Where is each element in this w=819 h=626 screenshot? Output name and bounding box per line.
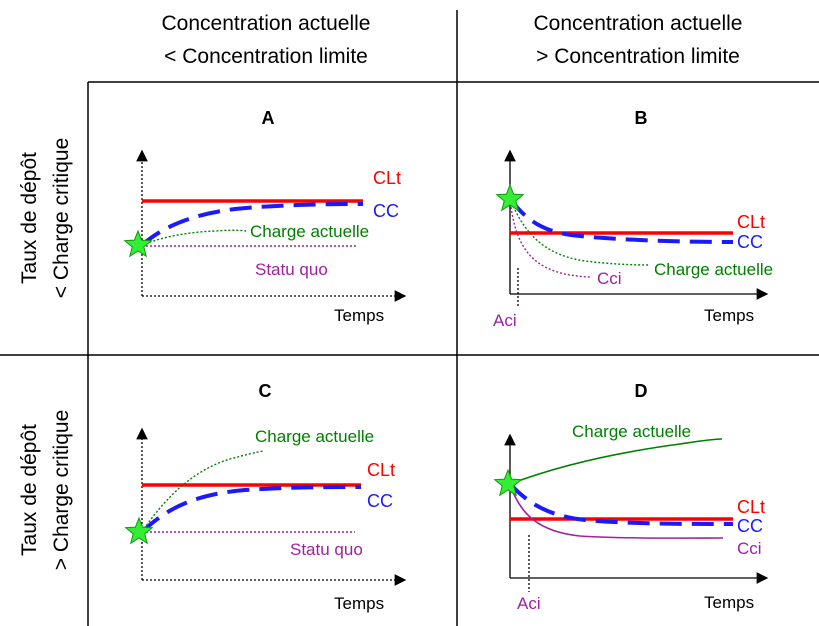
row-header-top-line2: < Charge critique	[50, 138, 73, 299]
panel-a-clt-label: CLt	[373, 168, 401, 188]
panel-c-letter: C	[259, 381, 272, 401]
row-header-bottom-line2: > Charge critique	[50, 410, 73, 571]
panel-d-cci-label: Cci	[737, 539, 762, 558]
panel-b-clt-label: CLt	[737, 212, 765, 232]
panel-a-temps-label: Temps	[334, 306, 384, 325]
panel-c-cc-curve	[140, 485, 362, 534]
column-header-right-line2: > Concentration limite	[536, 45, 740, 68]
row-header-top-line1: Taux de dépôt	[18, 152, 41, 284]
panel-a-charge-curve	[141, 229, 247, 246]
panel-c-temps-label: Temps	[334, 594, 384, 613]
panel-a: A CLt CC Charge actuelle Statu quo Temps	[123, 108, 407, 325]
panel-c-charge-label: Charge actuelle	[255, 427, 374, 446]
panel-d-aci-label: Aci	[517, 594, 541, 613]
panel-d-clt-label: CLt	[737, 497, 765, 517]
panel-b-cc-curve	[508, 197, 734, 244]
panel-a-cc-curve	[140, 202, 364, 247]
panel-b: B CLt CC Charge actuelle Cci Aci Temps	[493, 108, 773, 330]
panel-b-star-icon	[495, 183, 525, 212]
panel-a-cc-label: CC	[373, 201, 399, 221]
panel-d-charge-label: Charge actuelle	[572, 422, 691, 441]
panel-a-charge-label: Charge actuelle	[250, 222, 369, 241]
panel-c-cc-label: CC	[367, 491, 393, 511]
panel-d-charge-curve	[509, 438, 723, 485]
panel-a-star-icon	[123, 229, 153, 258]
column-header-right-line1: Concentration actuelle	[534, 12, 743, 35]
panel-d-temps-label: Temps	[704, 593, 754, 612]
panel-d-star-icon	[493, 468, 523, 497]
panel-b-charge-label: Charge actuelle	[654, 260, 773, 279]
panel-c: C Charge actuelle CLt CC Statu quo Temps	[124, 381, 407, 613]
panel-d-letter: D	[635, 381, 648, 401]
panel-c-clt-label: CLt	[367, 460, 395, 480]
column-header-left-line2: < Concentration limite	[164, 45, 368, 68]
panel-a-statu-label: Statu quo	[255, 260, 328, 279]
panel-d: D Charge actuelle CLt CC Cci Aci Temps	[493, 381, 769, 613]
row-header-bottom-line1: Taux de dépôt	[18, 424, 41, 556]
panel-c-charge-curve	[141, 450, 265, 533]
panel-b-letter: B	[635, 108, 648, 128]
panel-b-temps-label: Temps	[704, 306, 754, 325]
panel-a-letter: A	[262, 108, 275, 128]
panel-b-cci-label: Cci	[597, 269, 622, 288]
panel-b-cc-label: CC	[737, 232, 763, 252]
panel-c-star-icon	[124, 516, 154, 545]
panel-c-statu-label: Statu quo	[290, 540, 363, 559]
column-header-left-line1: Concentration actuelle	[162, 12, 371, 35]
panel-d-cci-curve	[509, 483, 724, 539]
panel-b-charge-curve	[509, 198, 651, 266]
panel-d-cc-label: CC	[737, 516, 763, 536]
panel-d-cc-curve	[508, 482, 734, 526]
panel-b-cci-curve	[509, 198, 591, 278]
panel-b-aci-label: Aci	[493, 311, 517, 330]
